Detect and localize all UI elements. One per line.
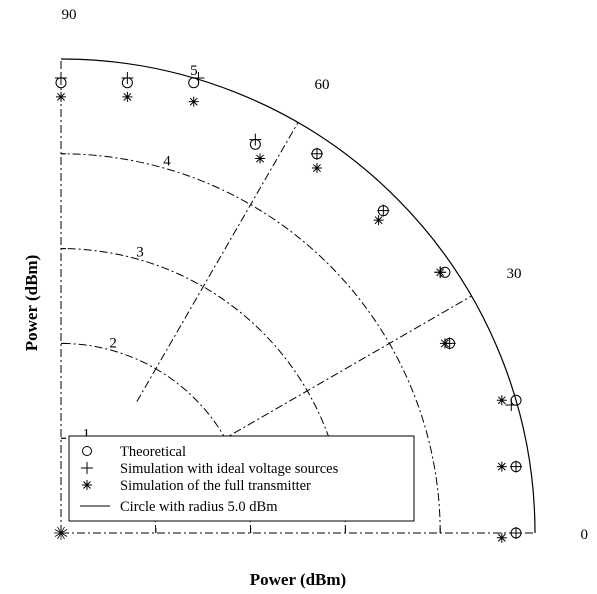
grid-spoke-30 [192, 295, 472, 458]
marker-asterisk-0 [496, 532, 507, 543]
legend-label-ideal: Simulation with ideal voltage sources [120, 461, 339, 477]
radial-tick-label-5: 5 [190, 63, 198, 79]
marker-plus-7 [249, 133, 262, 146]
legend-marker-theoretical [82, 446, 92, 456]
reference-circle-arc [60, 58, 536, 534]
radial-tick-labels: 1 2 3 4 5 [82, 63, 197, 443]
marker-asterisk-3 [439, 338, 450, 349]
radial-tick-label-3: 3 [136, 245, 144, 261]
marker-asterisk-6 [311, 163, 322, 174]
angle-tick-label-0: 0 [581, 527, 589, 543]
legend-marker-ideal [81, 462, 93, 474]
radial-tick-label-1: 1 [82, 426, 90, 442]
marker-asterisk-7 [255, 153, 266, 164]
angle-tick-label-30: 30 [507, 266, 522, 282]
grid-spoke-60 [136, 122, 299, 402]
y-axis-title: Power (dBm) [22, 255, 41, 351]
marker-plus-6 [310, 147, 323, 160]
grid-arc-2 [60, 342, 252, 534]
marker-circle-8 [188, 77, 200, 89]
legend-label-theoretical: Theoretical [120, 444, 186, 460]
legend: Theoretical Simulation with ideal voltag… [68, 435, 415, 522]
marker-plus-5 [377, 204, 390, 217]
marker-asterisk-8 [188, 96, 199, 107]
origin-marker [54, 526, 68, 540]
x-axis-title: Power (dBm) [250, 570, 346, 589]
legend-label-full: Simulation of the full transmitter [120, 478, 311, 494]
marker-asterisk-9 [122, 91, 133, 102]
data-markers [55, 71, 523, 543]
marker-asterisk-4 [435, 267, 446, 278]
marker-plus-10 [55, 71, 67, 84]
radial-tick-label-4: 4 [163, 154, 171, 170]
radial-tick-label-2: 2 [109, 336, 117, 352]
marker-plus-1 [510, 460, 523, 473]
marker-asterisk-5 [373, 215, 384, 226]
angle-tick-label-90: 90 [62, 7, 77, 23]
marker-asterisk-1 [496, 461, 507, 472]
angle-tick-labels: 0 30 60 90 [62, 7, 589, 543]
legend-marker-full [82, 480, 92, 490]
legend-label-circle: Circle with radius 5.0 dBm [120, 499, 278, 515]
marker-plus-8 [192, 71, 205, 84]
marker-asterisk-10 [56, 91, 66, 102]
marker-plus-9 [121, 71, 134, 84]
legend-box [68, 435, 415, 522]
marker-plus-2 [505, 399, 518, 412]
angle-tick-label-60: 60 [315, 77, 330, 93]
reference-circle [60, 58, 536, 534]
marker-plus-0 [510, 527, 523, 539]
marker-asterisk-2 [496, 395, 507, 406]
